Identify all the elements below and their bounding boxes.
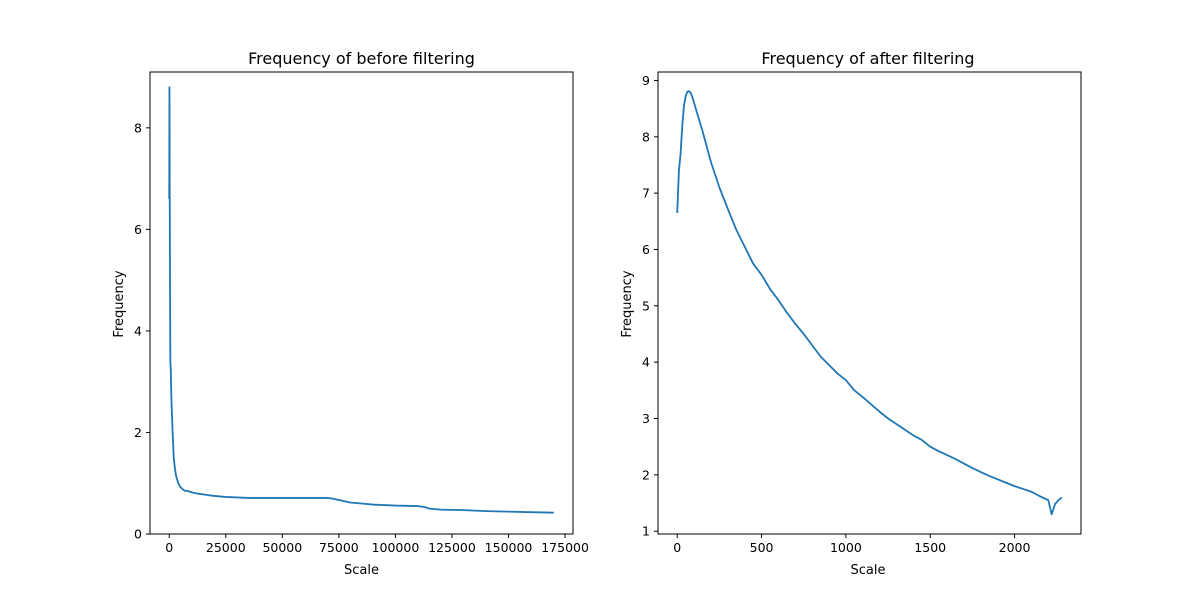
chart-title: Frequency of before filtering xyxy=(248,49,475,68)
x-tick-label: 175000 xyxy=(541,540,589,555)
chart-after-filtering: Frequency of after filtering Scale Frequ… xyxy=(620,49,1082,578)
x-tick-label: 25000 xyxy=(206,540,246,555)
y-ticks: 0 2 4 6 8 xyxy=(134,120,150,542)
y-axis-label: Frequency xyxy=(112,270,127,337)
y-ticks: 1 2 3 4 5 6 7 8 9 xyxy=(642,73,658,539)
series-line xyxy=(168,86,554,514)
x-tick-label: 1500 xyxy=(914,540,946,555)
x-tick-label: 0 xyxy=(673,540,681,555)
x-axis-label: Scale xyxy=(851,563,886,578)
x-tick-label: 0 xyxy=(165,540,173,555)
x-ticks: 0 500 1000 1500 2000 xyxy=(673,534,1031,555)
x-tick-label: 50000 xyxy=(262,540,302,555)
chart-title: Frequency of after filtering xyxy=(761,49,974,68)
x-tick-label: 150000 xyxy=(485,540,533,555)
y-tick-label: 9 xyxy=(642,73,650,88)
y-tick-label: 2 xyxy=(134,425,142,440)
chart-before-filtering: Frequency of before filtering Scale Freq… xyxy=(112,49,589,578)
plot-frame xyxy=(657,71,1082,535)
y-tick-label: 4 xyxy=(642,355,650,370)
x-tick-label: 1000 xyxy=(830,540,862,555)
y-tick-label: 6 xyxy=(134,222,142,237)
y-tick-label: 8 xyxy=(134,120,142,135)
plot-frame xyxy=(149,71,574,535)
x-tick-label: 500 xyxy=(750,540,774,555)
y-tick-label: 1 xyxy=(642,524,650,539)
x-ticks: 0 25000 50000 75000 100000 125000 150000 175000 xyxy=(165,534,589,555)
x-tick-label: 125000 xyxy=(428,540,476,555)
y-tick-label: 4 xyxy=(134,323,142,338)
y-tick-label: 6 xyxy=(642,242,650,257)
y-tick-label: 5 xyxy=(642,298,650,313)
y-tick-label: 8 xyxy=(642,129,650,144)
x-tick-label: 100000 xyxy=(372,540,420,555)
x-tick-label: 2000 xyxy=(999,540,1031,555)
series-line xyxy=(676,90,1063,516)
y-tick-label: 0 xyxy=(134,527,142,542)
x-axis-label: Scale xyxy=(344,563,379,578)
y-axis-label: Frequency xyxy=(620,270,635,337)
x-tick-label: 75000 xyxy=(319,540,359,555)
y-tick-label: 2 xyxy=(642,467,650,482)
y-tick-label: 7 xyxy=(642,186,650,201)
y-tick-label: 3 xyxy=(642,411,650,426)
